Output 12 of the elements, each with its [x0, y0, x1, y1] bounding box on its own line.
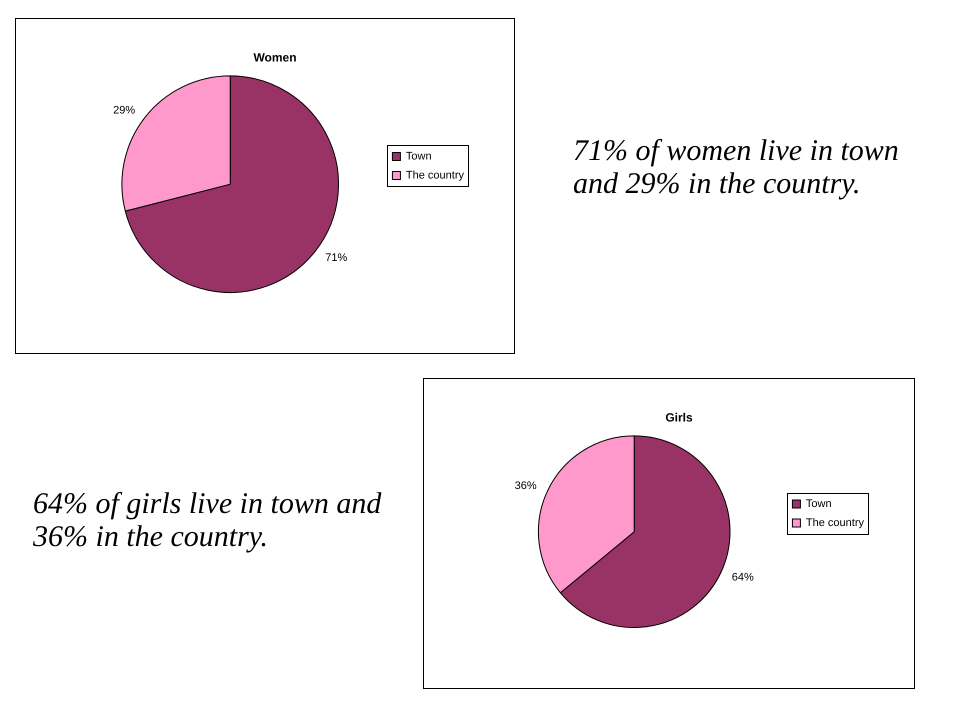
legend-label: Town — [806, 498, 832, 510]
text: 64% of girls live in town and 36% in the country. — [33, 487, 382, 553]
data-label: 36% — [514, 480, 537, 492]
data-label: 71% — [325, 252, 348, 264]
text: 71% of women live in town and 29% in the country. — [573, 134, 900, 200]
data-label: 29% — [113, 104, 136, 116]
legend-label: Town — [406, 150, 432, 163]
data-label: 64% — [732, 572, 754, 584]
chart-title: Girls — [665, 410, 693, 425]
chart-title: Women — [253, 50, 297, 65]
legend-label: The country — [406, 170, 464, 182]
legend-label: The country — [806, 517, 864, 530]
